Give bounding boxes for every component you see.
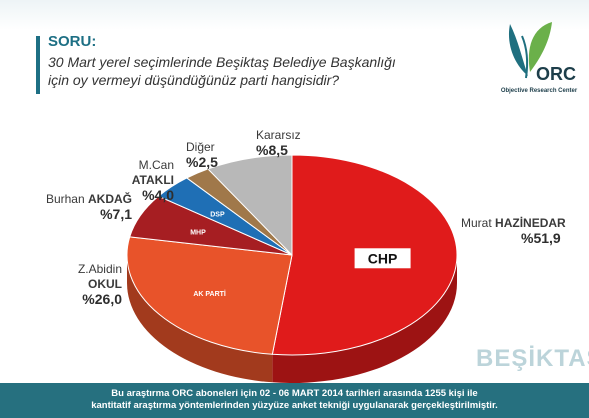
orc-logo: ORC [492,14,582,98]
label-pct-5: %8,5 [256,142,288,158]
question-line-2: için oy vermeyi düşündüğünüz parti hangi… [48,72,340,88]
label-pct-4: %2,5 [186,154,218,170]
footer-note: Bu araştırma ORC aboneleri için 02 - 06 … [0,383,589,418]
question-line-1: 30 Mart yerel seçimlerinde Beşiktaş Bele… [48,54,396,70]
chp-logo-box [354,248,411,269]
label-name-0: HAZİNEDAR [495,216,566,230]
label-slice-4: Diğer %2,5 [186,140,218,171]
pie-slice-5 [207,154,293,257]
pie-side-1 [127,255,273,383]
party-label-2: MHP [190,230,206,237]
footer-line-1: Bu araştırma ORC aboneleri için 02 - 06 … [111,388,478,399]
label-name-3: ATAKLI [131,173,174,187]
question-title: SORU: [48,33,97,50]
party-label-3: DSP [210,212,225,219]
label-pct-2: %7,1 [100,206,132,222]
label-pct-1: %26,0 [82,291,122,307]
label-slice-0: Murat HAZİNEDAR %51,9 [461,216,566,247]
logo-caption: Objective Research Center [500,88,578,94]
pie-slice-1 [126,236,293,355]
label-pct-3: %4,0 [142,187,174,203]
label-slice-5: Kararsız %8,5 [256,128,301,159]
question-accent-bar [36,36,40,94]
logo-text: ORC [536,64,576,84]
label-pct-0: %51,9 [521,230,561,246]
question-text: 30 Mart yerel seçimlerinde Beşiktaş Bele… [48,53,448,89]
besiktas-brand: BEŞİKTAŞ [476,345,589,372]
pie-slices: CHP AK PARTİ MHP DSP [126,154,458,383]
pie-side-0 [272,255,457,383]
label-slice-2: Burhan AKDAĞ %7,1 [44,192,132,223]
label-slice-3: M.Can ATAKLI %4,0 [96,158,174,204]
label-first-2: Burhan [45,192,85,206]
label-name-1: OKUL [88,277,122,291]
header-background [0,0,589,30]
footer-line-2: kantitatif araştırma yöntemlerinden yüzy… [91,400,498,411]
party-label-0: CHP [368,250,398,266]
label-first-1: Z.Abidin [77,262,122,276]
party-label-1: AK PARTİ [193,290,226,298]
label-first-3: M.Can [138,158,174,172]
label-name-2: AKDAĞ [88,192,132,206]
label-slice-1: Z.Abidin OKUL %26,0 [48,262,122,308]
label-name-5: Kararsız [256,128,301,142]
label-name-4: Diğer [186,140,215,154]
label-first-0: Murat [461,216,492,230]
orc-leaf-icon: ORC [508,22,576,84]
